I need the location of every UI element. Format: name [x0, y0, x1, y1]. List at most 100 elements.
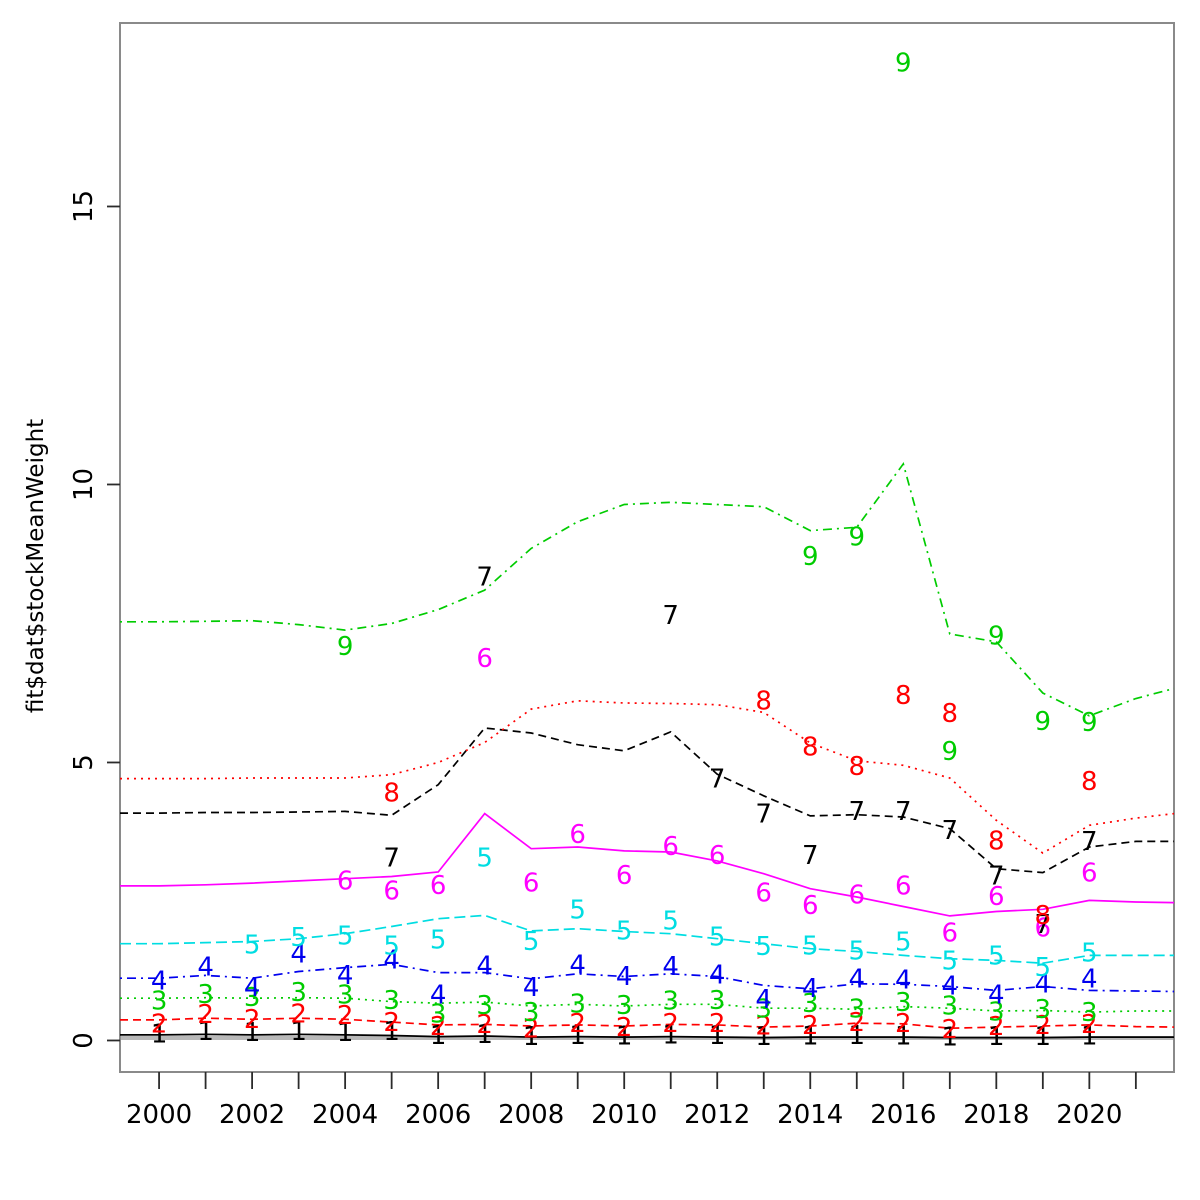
point-label-9: 9 [1081, 708, 1098, 738]
point-label-5: 5 [383, 932, 400, 962]
point-label-3: 3 [662, 987, 679, 1017]
point-label-4: 4 [1081, 964, 1098, 994]
series-8-line [120, 699, 1175, 855]
point-label-5: 5 [802, 932, 819, 962]
point-label-2: 2 [290, 999, 307, 1029]
point-label-3: 3 [244, 983, 261, 1013]
point-label-5: 5 [569, 895, 586, 925]
point-label-9: 9 [337, 632, 354, 662]
point-label-2: 2 [244, 1005, 261, 1035]
point-label-3: 3 [383, 986, 400, 1016]
point-label-7: 7 [383, 844, 400, 874]
point-label-8: 8 [1035, 901, 1052, 931]
point-label-4: 4 [383, 945, 400, 975]
point-label-2: 2 [616, 1013, 633, 1043]
point-label-8: 8 [802, 733, 819, 763]
point-label-4: 4 [709, 960, 726, 990]
point-label-3: 3 [151, 987, 168, 1017]
point-label-5: 5 [662, 907, 679, 937]
series-2-line [120, 1017, 1175, 1030]
x-tick-label: 2010 [591, 1100, 657, 1130]
point-label-9: 9 [988, 621, 1005, 651]
point-label-3: 3 [942, 992, 959, 1022]
point-label-3: 3 [988, 998, 1005, 1028]
point-label-5: 5 [849, 937, 866, 967]
point-label-3: 3 [709, 986, 726, 1016]
point-label-7: 7 [755, 800, 772, 830]
point-label-2: 2 [1035, 1011, 1052, 1041]
point-label-6: 6 [755, 879, 772, 909]
y-axis-title: fit$dat$stockMeanWeight [23, 419, 49, 713]
point-label-4: 4 [942, 972, 959, 1002]
x-axis: 2000 2002 2004 2006 2008 2010 2012 2014 2016 2018… [126, 1072, 1137, 1130]
point-label-4: 4 [895, 965, 912, 995]
point-label-3: 3 [802, 989, 819, 1019]
point-label-4: 4 [197, 953, 214, 983]
series-4-line [120, 963, 1175, 993]
point-label-1: 1 [151, 1019, 168, 1049]
point-label-5: 5 [755, 932, 772, 962]
point-label-6: 6 [988, 882, 1005, 912]
point-label-3: 3 [476, 991, 493, 1021]
point-label-1: 1 [802, 1022, 819, 1052]
point-label-8: 8 [1081, 767, 1098, 797]
point-label-6: 6 [430, 871, 447, 901]
point-label-3: 3 [616, 991, 633, 1021]
point-label-4: 4 [476, 952, 493, 982]
point-label-1: 1 [244, 1018, 261, 1048]
point-label-7: 7 [1035, 910, 1052, 940]
point-label-1: 1 [988, 1022, 1005, 1052]
point-label-4: 4 [151, 967, 168, 997]
point-label-1: 1 [1035, 1022, 1052, 1052]
point-label-5: 5 [523, 927, 540, 957]
point-label-3: 3 [197, 980, 214, 1010]
point-label-7: 7 [849, 797, 866, 827]
point-label-7: 7 [942, 816, 959, 846]
point-label-6: 6 [849, 880, 866, 910]
point-label-1: 1 [383, 1017, 400, 1047]
point-label-2: 2 [430, 1012, 447, 1042]
point-label-6: 6 [802, 891, 819, 921]
point-label-4: 4 [755, 985, 772, 1015]
x-tick-label: 2008 [498, 1100, 564, 1130]
y-axis: 0 5 10 15 [69, 190, 120, 1049]
point-label-5: 5 [476, 844, 493, 874]
point-label-6: 6 [383, 877, 400, 907]
point-label-7: 7 [709, 765, 726, 795]
point-label-3: 3 [337, 980, 354, 1010]
point-label-8: 8 [942, 699, 959, 729]
point-label-5: 5 [290, 923, 307, 953]
point-label-4: 4 [569, 950, 586, 980]
point-label-4: 4 [430, 980, 447, 1010]
point-label-5: 5 [895, 928, 912, 958]
point-label-8: 8 [895, 681, 912, 711]
point-label-6: 6 [476, 644, 493, 674]
point-label-5: 5 [616, 917, 633, 947]
point-label-5: 5 [1035, 953, 1052, 983]
point-label-7: 7 [802, 841, 819, 871]
point-label-6: 6 [895, 872, 912, 902]
point-label-2: 2 [709, 1009, 726, 1039]
point-label-4: 4 [337, 961, 354, 991]
series-7-line [120, 727, 1174, 874]
x-tick-label: 2000 [126, 1100, 192, 1130]
point-label-1: 1 [895, 1022, 912, 1052]
point-label-5: 5 [1081, 939, 1098, 969]
point-label-3: 3 [755, 994, 772, 1024]
point-label-2: 2 [383, 1008, 400, 1038]
point-label-2: 2 [849, 1008, 866, 1038]
point-label-1: 1 [849, 1021, 866, 1051]
series-5-line [120, 914, 1174, 965]
point-label-4: 4 [523, 973, 540, 1003]
point-label-2: 2 [337, 1001, 354, 1031]
point-label-4: 4 [244, 973, 261, 1003]
point-label-3: 3 [895, 988, 912, 1018]
point-label-2: 2 [197, 1000, 214, 1030]
point-label-3: 3 [1035, 995, 1052, 1025]
point-label-1: 1 [430, 1021, 447, 1051]
point-label-6: 6 [1035, 914, 1052, 944]
